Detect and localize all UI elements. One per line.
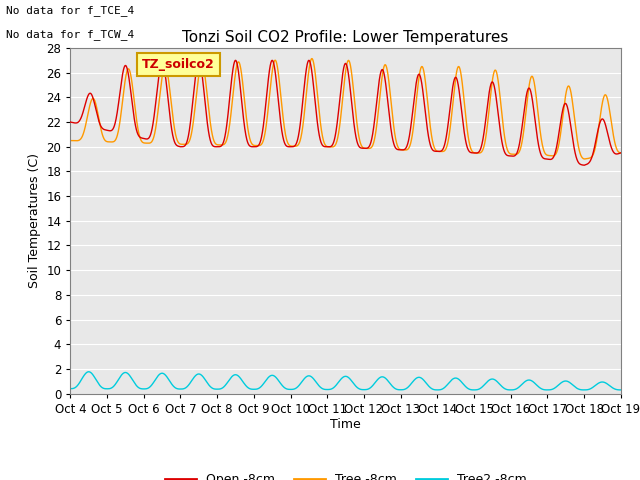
Tree2 -8cm: [162, 373, 170, 379]
Line: Tree -8cm: Tree -8cm: [70, 59, 621, 159]
Tree2 -8cm: [278, 382, 285, 388]
Legend: Open -8cm, Tree -8cm, Tree2 -8cm: Open -8cm, Tree -8cm, Tree2 -8cm: [159, 468, 532, 480]
Open -8cm: [232, 58, 239, 63]
Tree2 -8cm: [129, 378, 137, 384]
Open -8cm: [67, 119, 74, 125]
Tree -8cm: [617, 150, 625, 156]
Tree2 -8cm: [85, 369, 93, 374]
Tree2 -8cm: [67, 386, 74, 392]
Open -8cm: [547, 156, 555, 162]
Text: TZ_soilco2: TZ_soilco2: [142, 59, 214, 72]
Tree -8cm: [308, 56, 316, 61]
Line: Open -8cm: Open -8cm: [70, 60, 621, 165]
Open -8cm: [580, 162, 588, 168]
Tree2 -8cm: [301, 374, 309, 380]
Tree -8cm: [607, 112, 614, 118]
Tree2 -8cm: [606, 383, 614, 389]
Tree -8cm: [580, 156, 588, 162]
Tree -8cm: [129, 89, 137, 95]
Line: Tree2 -8cm: Tree2 -8cm: [70, 372, 621, 390]
Text: No data for f_TCE_4: No data for f_TCE_4: [6, 5, 134, 16]
Tree -8cm: [67, 138, 74, 144]
Tree -8cm: [162, 64, 170, 70]
X-axis label: Time: Time: [330, 419, 361, 432]
Open -8cm: [162, 76, 170, 82]
Open -8cm: [607, 142, 614, 147]
Text: No data for f_TCW_4: No data for f_TCW_4: [6, 29, 134, 40]
Tree -8cm: [301, 101, 309, 107]
Open -8cm: [617, 150, 625, 156]
Open -8cm: [129, 108, 137, 114]
Tree2 -8cm: [617, 387, 625, 393]
Title: Tonzi Soil CO2 Profile: Lower Temperatures: Tonzi Soil CO2 Profile: Lower Temperatur…: [182, 30, 509, 46]
Open -8cm: [278, 127, 285, 132]
Tree -8cm: [547, 153, 555, 158]
Y-axis label: Soil Temperatures (C): Soil Temperatures (C): [28, 153, 41, 288]
Tree -8cm: [278, 99, 285, 105]
Open -8cm: [301, 72, 309, 78]
Tree2 -8cm: [547, 387, 555, 393]
